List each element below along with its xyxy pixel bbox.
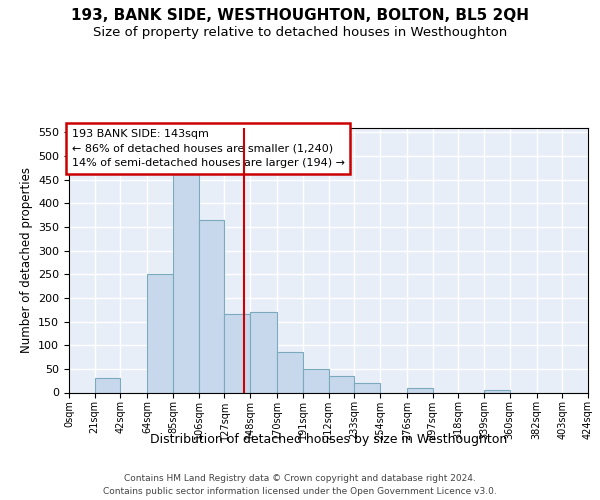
Bar [224, 314, 250, 392]
Text: 193, BANK SIDE, WESTHOUGHTON, BOLTON, BL5 2QH: 193, BANK SIDE, WESTHOUGHTON, BOLTON, BL… [71, 8, 529, 22]
Text: Contains public sector information licensed under the Open Government Licence v3: Contains public sector information licen… [103, 486, 497, 496]
Bar [277, 352, 303, 393]
Text: Size of property relative to detached houses in Westhoughton: Size of property relative to detached ho… [93, 26, 507, 39]
Bar [173, 170, 199, 392]
Bar [303, 369, 329, 392]
Bar [329, 376, 354, 392]
Bar [354, 383, 380, 392]
Text: Contains HM Land Registry data © Crown copyright and database right 2024.: Contains HM Land Registry data © Crown c… [124, 474, 476, 483]
Text: Distribution of detached houses by size in Westhoughton: Distribution of detached houses by size … [150, 432, 508, 446]
Bar [199, 220, 224, 392]
Text: 193 BANK SIDE: 143sqm
← 86% of detached houses are smaller (1,240)
14% of semi-d: 193 BANK SIDE: 143sqm ← 86% of detached … [71, 129, 344, 168]
Y-axis label: Number of detached properties: Number of detached properties [20, 167, 32, 353]
Bar [148, 274, 173, 392]
Bar [484, 390, 509, 392]
Bar [407, 388, 433, 392]
Bar [95, 378, 121, 392]
Bar [250, 312, 277, 392]
